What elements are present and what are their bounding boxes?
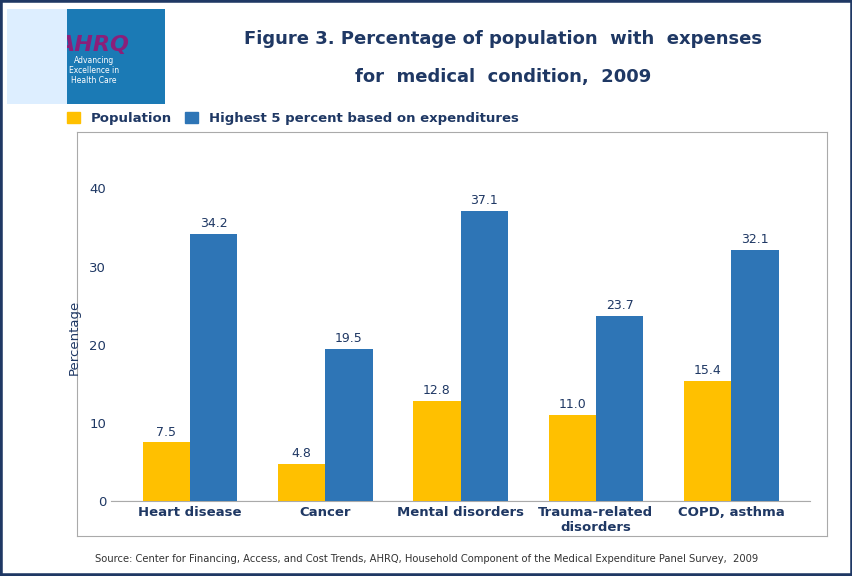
Text: 19.5: 19.5 [335,332,362,345]
Text: 23.7: 23.7 [605,299,633,312]
Legend: Population, Highest 5 percent based on expenditures: Population, Highest 5 percent based on e… [61,107,523,131]
Text: Figure 3. Percentage of population  with  expenses: Figure 3. Percentage of population with … [244,30,762,48]
Text: 34.2: 34.2 [199,217,227,230]
Bar [596,316,642,501]
Bar [278,464,325,501]
Text: for  medical  condition,  2009: for medical condition, 2009 [354,68,651,86]
Bar [548,415,596,501]
Bar [683,381,730,501]
Bar [730,250,778,501]
Text: 32.1: 32.1 [740,233,768,247]
Y-axis label: Percentage: Percentage [68,300,81,374]
Text: 11.0: 11.0 [558,398,585,411]
Bar [142,442,190,501]
Text: AHRQ: AHRQ [58,35,130,55]
Bar [325,348,372,501]
Bar [460,211,508,501]
Text: 37.1: 37.1 [469,194,498,207]
Text: 15.4: 15.4 [693,364,721,377]
Text: 4.8: 4.8 [291,447,311,460]
Text: 7.5: 7.5 [156,426,176,438]
Text: Source: Center for Financing, Access, and Cost Trends, AHRQ, Household Component: Source: Center for Financing, Access, an… [95,554,757,564]
Text: 12.8: 12.8 [423,384,451,397]
Bar [190,234,237,501]
Text: Advancing
Excellence in
Health Care: Advancing Excellence in Health Care [68,55,118,85]
Bar [412,401,460,501]
